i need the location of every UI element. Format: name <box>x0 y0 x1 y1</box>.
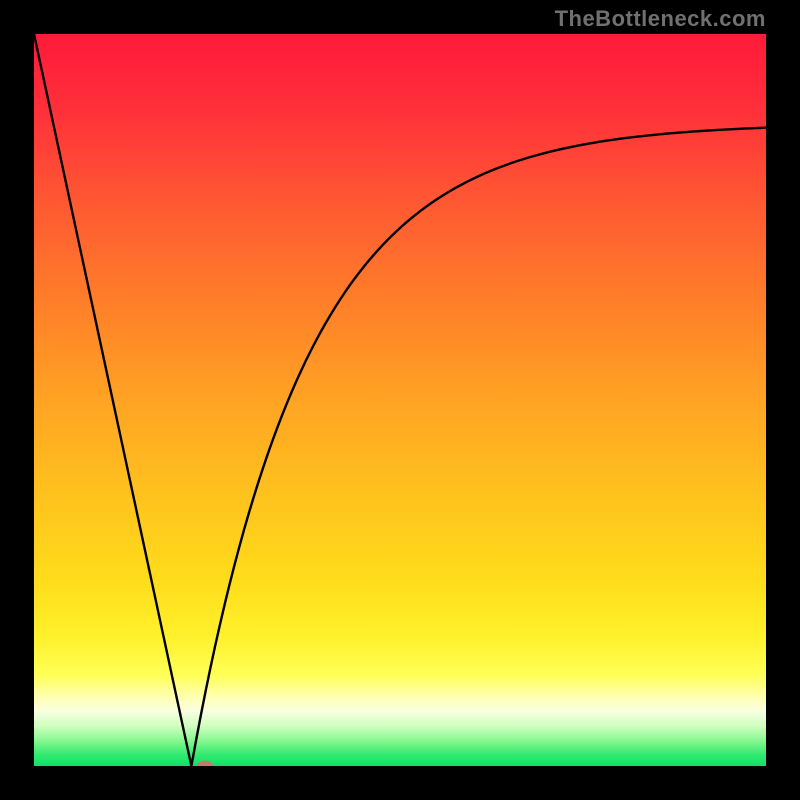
optimum-marker <box>197 761 213 767</box>
watermark-text: TheBottleneck.com <box>555 6 766 32</box>
bottleneck-curve <box>34 34 766 766</box>
curve-path <box>34 34 766 766</box>
plot-area <box>34 34 766 766</box>
